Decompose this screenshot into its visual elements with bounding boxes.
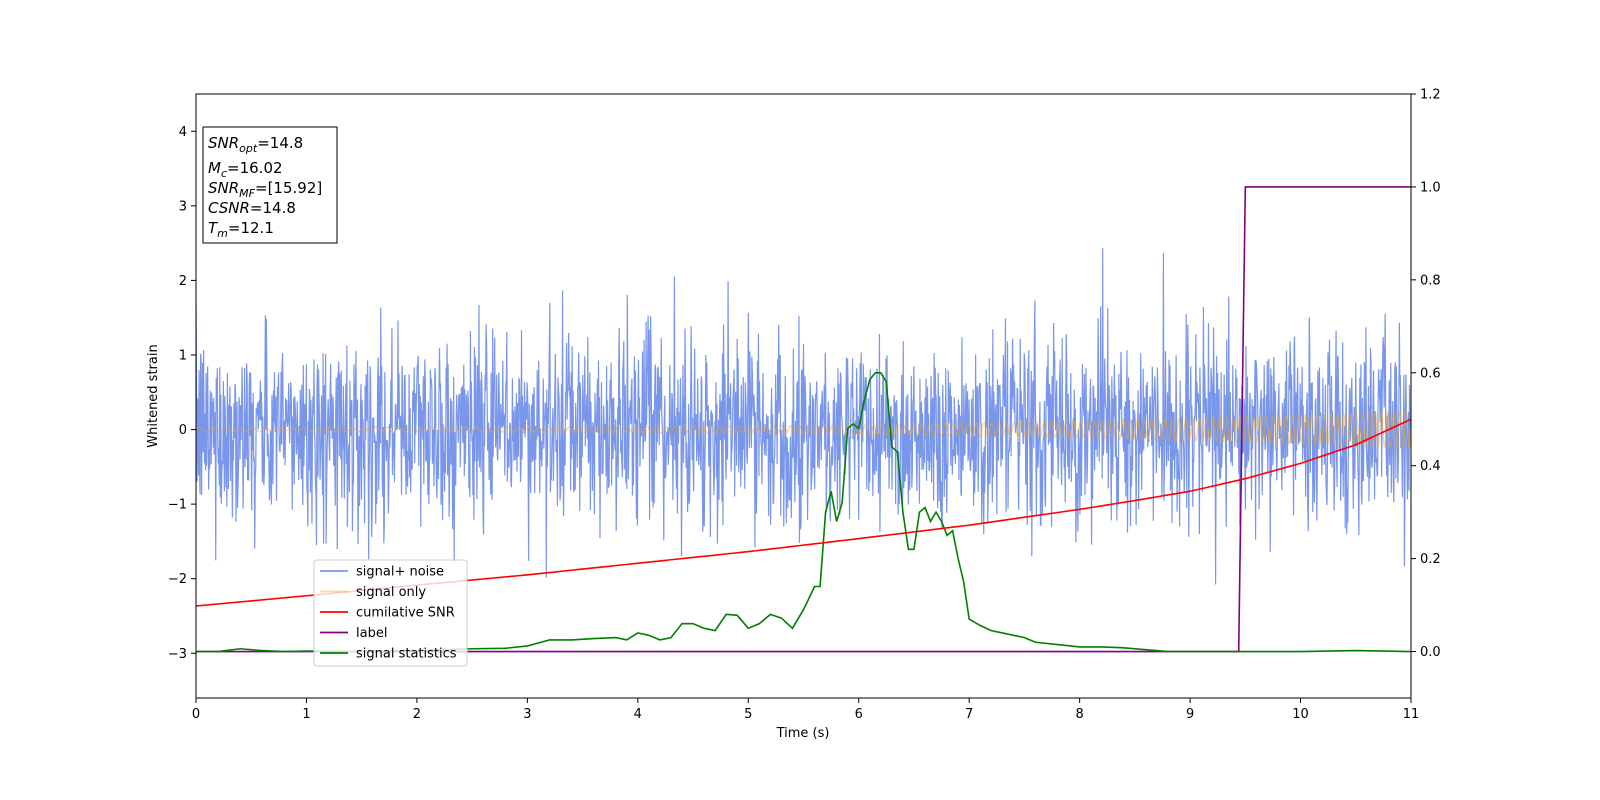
legend-frame <box>313 559 468 667</box>
x-tick-label: 1 <box>302 707 310 722</box>
y2-tick-label: 0.2 <box>1420 552 1441 567</box>
y-tick-label: −1 <box>168 498 187 513</box>
y-tick-label: 1 <box>179 348 187 363</box>
x-tick-label: 10 <box>1292 707 1309 722</box>
axes-layer: 0 1 2 3 4 5 6 7 8 9 10 11 −3 −2 −1 0 1 2 3 4 0.0 0.2 0.4 0.6 0.8… <box>168 88 1441 723</box>
legend: signal+ noise signal only cumilative SNR la… <box>313 559 468 667</box>
x-tick-label: 3 <box>523 707 531 722</box>
info-line-value: =14.8 <box>257 134 303 152</box>
y-tick-label: −2 <box>168 572 187 587</box>
y2-tick-label: 1.2 <box>1420 88 1441 103</box>
y-tick-label: 4 <box>179 125 187 140</box>
legend-item: signal+ noise <box>320 565 444 580</box>
legend-item: label <box>320 626 387 641</box>
x-tick-label: 5 <box>744 707 752 722</box>
x-tick-label: 2 <box>413 707 421 722</box>
x-tick-label: 11 <box>1403 707 1420 722</box>
legend-item: signal statistics <box>320 647 457 662</box>
y-tick-label: 0 <box>179 423 187 438</box>
info-line: SNRMF=[15.92] <box>208 179 322 200</box>
series-signal-only <box>196 408 1411 451</box>
legend-label: signal statistics <box>356 647 457 662</box>
y-tick-label: −3 <box>168 647 187 662</box>
info-line: SNRopt=14.8 <box>208 134 303 155</box>
info-line-symbol: M <box>208 159 221 177</box>
x-tick-label: 8 <box>1075 707 1083 722</box>
x-axis-label: Time (s) <box>776 726 830 741</box>
info-line-subscript: m <box>217 227 228 240</box>
y2-tick-label: 0.0 <box>1420 645 1441 660</box>
legend-label: label <box>356 626 387 641</box>
info-line-symbol: SNR <box>208 134 239 152</box>
y2-tick-label: 0.6 <box>1420 366 1441 381</box>
info-box: SNRopt=14.8Mc=16.02SNRMF=[15.92]CSNR=14.… <box>202 126 338 244</box>
info-line: Tm=12.1 <box>208 219 274 240</box>
x-tick-label: 7 <box>965 707 973 722</box>
y-tick-label: 3 <box>179 199 187 214</box>
plot-frame <box>195 93 1412 699</box>
info-box-frame <box>202 126 338 244</box>
info-line-value: =14.8 <box>250 199 296 217</box>
info-line: CSNR=14.8 <box>208 199 296 217</box>
y2-tick-label: 0.4 <box>1420 459 1441 474</box>
y-axis-label: Whitened strain <box>146 344 161 447</box>
info-line-subscript: c <box>221 167 227 180</box>
y2-tick-label: 1.0 <box>1420 180 1441 195</box>
info-line-symbol: T <box>208 219 219 237</box>
info-line-subscript: opt <box>239 142 258 155</box>
legend-item: cumilative SNR <box>320 606 455 621</box>
y-tick-label: 2 <box>179 274 187 289</box>
legend-label: cumilative SNR <box>356 606 455 621</box>
info-line-symbol: CSNR <box>208 199 250 217</box>
x-tick-label: 0 <box>192 707 200 722</box>
info-line-value: =12.1 <box>228 219 274 237</box>
legend-item: signal only <box>320 585 426 600</box>
x-tick-label: 6 <box>855 707 863 722</box>
info-line-value: =16.02 <box>227 159 283 177</box>
x-tick-label: 9 <box>1186 707 1194 722</box>
y2-tick-label: 0.8 <box>1420 273 1441 288</box>
x-tick-label: 4 <box>634 707 642 722</box>
info-line-symbol: SNR <box>208 179 239 197</box>
info-line-value: =[15.92] <box>255 179 322 197</box>
series-signal-statistics <box>196 371 1411 653</box>
series-signal-noise <box>196 248 1411 585</box>
series-layer <box>196 186 1411 653</box>
info-line: Mc=16.02 <box>208 159 283 180</box>
legend-label: signal only <box>356 585 426 600</box>
series-label <box>196 186 1411 653</box>
legend-label: signal+ noise <box>356 565 444 580</box>
info-line-subscript: MF <box>239 187 255 200</box>
